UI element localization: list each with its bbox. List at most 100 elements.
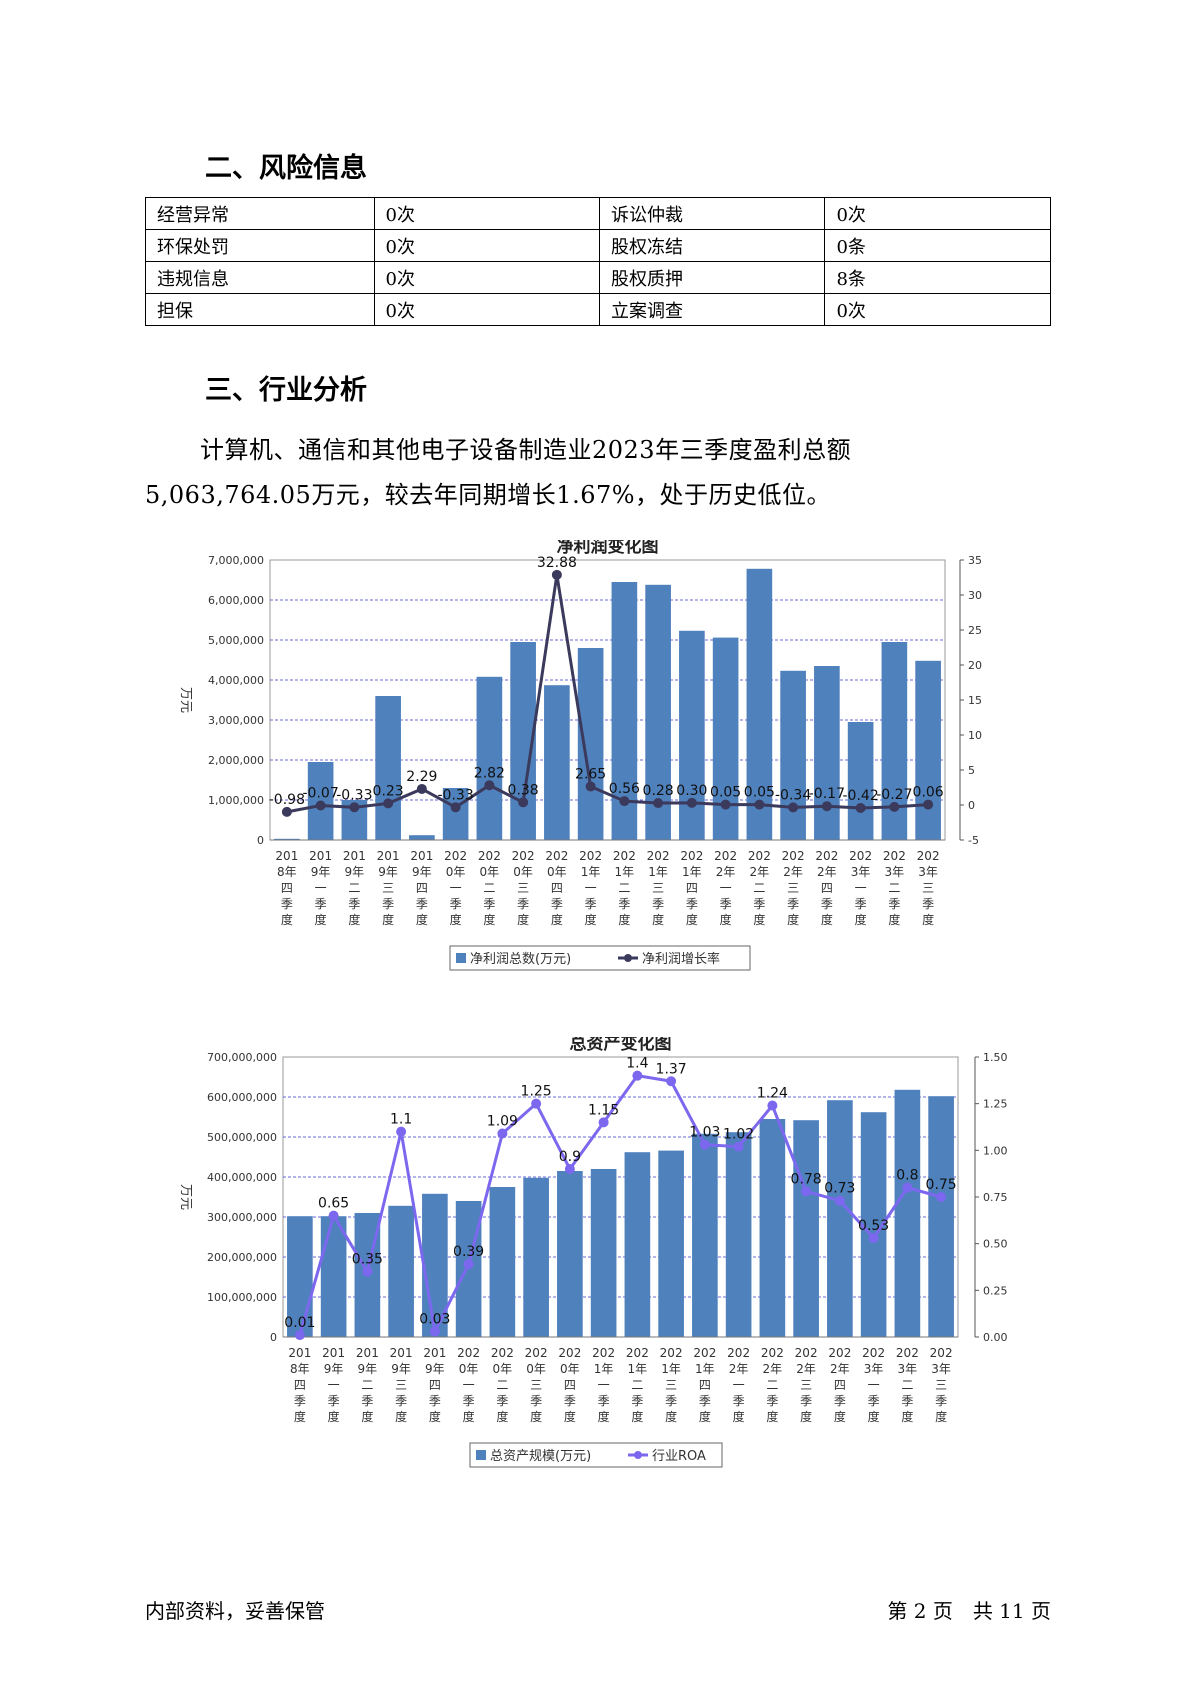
bar [759, 1119, 786, 1337]
x-tick-label: 202 0年三季度 [525, 1346, 548, 1424]
line-point [294, 1330, 305, 1341]
data-label: 1.4 [626, 1056, 648, 1072]
bar [375, 696, 401, 840]
x-tick-label: 202 1年四季度 [693, 1346, 716, 1424]
line-point [497, 1128, 508, 1139]
net-profit-chart: 净利润变化图 7,000,000 6,000,000 5,000,000 4,000,0… [170, 536, 1021, 984]
table-cell: 诉讼仲裁 [598, 197, 826, 230]
x-tick-label: 201 9年四季度 [423, 1346, 446, 1424]
y2-tick-label: 0.75 [983, 1191, 1008, 1204]
line-point [801, 1186, 812, 1197]
bar [814, 666, 840, 840]
line-point [396, 1126, 407, 1137]
legend-bar-swatch [456, 953, 466, 963]
data-label: 0.06 [913, 785, 944, 801]
data-label: 0.39 [453, 1244, 484, 1260]
x-tick-label: 202 1年三季度 [660, 1346, 683, 1424]
data-label: 1.25 [521, 1084, 552, 1100]
line-point [632, 1070, 643, 1081]
line-point [653, 798, 664, 809]
data-label: 2.29 [406, 769, 437, 785]
y-tick-label: 200,000,000 [207, 1251, 277, 1264]
table-cell: 立案调查 [598, 293, 826, 326]
y2-tick-label: 20 [968, 659, 982, 672]
bar [928, 1096, 954, 1337]
y-tick-label: 700,000,000 [207, 1051, 277, 1064]
data-label: 0.30 [676, 783, 707, 799]
x-tick-label: 201 8年四季度 [288, 1346, 311, 1424]
data-label: 0.23 [373, 783, 404, 799]
line-point [923, 799, 934, 810]
legend-bar-swatch [476, 1450, 486, 1460]
bar [590, 1169, 617, 1337]
y-tick-label: 100,000,000 [207, 1291, 277, 1304]
x-tick-label: 202 3年二季度 [883, 849, 906, 927]
line-point [598, 1117, 609, 1128]
data-label: 0.38 [508, 782, 539, 798]
line-point [834, 1195, 845, 1206]
bar [388, 1205, 414, 1337]
data-label: 0.35 [352, 1252, 383, 1268]
table-cell: 0次 [824, 197, 1051, 230]
x-tick-label: 202 3年二季度 [896, 1346, 919, 1424]
table-cell: 经营异常 [145, 197, 375, 230]
y-tick-label: 7,000,000 [208, 554, 264, 567]
bar [544, 685, 570, 840]
total-assets-chart: 总资产变化图 700,000,000 600,000,000 500,000,000 4… [170, 1033, 1036, 1481]
y-tick-label: 2,000,000 [208, 754, 264, 767]
paragraph-line-2: 5,063,764.05万元，较去年同期增长1.67%，处于历史低位。 [145, 481, 832, 509]
y-tick-label: 0 [257, 834, 264, 847]
bar [746, 568, 773, 840]
bar [287, 1216, 313, 1337]
x-tick-label: 202 0年四季度 [558, 1346, 581, 1424]
data-label: 0.65 [318, 1196, 349, 1212]
data-label: 0.03 [419, 1311, 450, 1327]
y2-tick-label: 0.00 [983, 1331, 1008, 1344]
line-point [902, 1182, 913, 1193]
bar [692, 1133, 718, 1337]
x-tick-label: 202 1年三季度 [647, 849, 670, 927]
bar [847, 722, 874, 840]
x-tick-label: 202 2年一季度 [727, 1346, 750, 1424]
line-point [889, 801, 900, 812]
line-point [463, 1259, 474, 1270]
y-tick-label: 600,000,000 [207, 1091, 277, 1104]
y-axis-title: 万元 [178, 1184, 193, 1210]
data-label: 1.37 [656, 1061, 687, 1077]
bar [489, 1187, 516, 1337]
legend-box [449, 945, 751, 971]
y2-tick-label: 5 [968, 764, 975, 777]
table-cell: 股权质押 [598, 261, 826, 294]
y-tick-label: 300,000,000 [207, 1211, 277, 1224]
x-tick-label: 202 0年三季度 [512, 849, 535, 927]
chart-title: 净利润变化图 [557, 540, 659, 557]
table-row: 环保处罚 0次 股权冻结 0条 [145, 229, 1051, 262]
bar [793, 1120, 819, 1337]
line-point [281, 806, 292, 817]
table-row: 经营异常 0次 诉讼仲裁 0次 [145, 197, 1051, 230]
legend-label-bar: 总资产规模(万元) [490, 1449, 591, 1464]
y2-tick-label: 1.00 [983, 1144, 1008, 1157]
bar [894, 1089, 921, 1337]
data-label: 0.01 [284, 1315, 315, 1331]
bar [658, 1150, 684, 1337]
x-tick-label: 202 2年三季度 [782, 849, 805, 927]
y2-tick-label: 35 [968, 554, 982, 567]
line-point [484, 780, 495, 791]
x-tick-label: 201 8年四季度 [275, 849, 298, 927]
paragraph-line-1: 计算机、通信和其他电子设备制造业2023年三季度盈利总额 [200, 436, 852, 464]
bar [274, 838, 300, 840]
x-tick-label: 202 2年二季度 [748, 849, 771, 927]
bar [577, 648, 604, 840]
y2-tick-label: 15 [968, 694, 982, 707]
line-point [315, 800, 326, 811]
x-tick-label: 202 0年四季度 [545, 849, 568, 927]
bar [915, 660, 941, 840]
data-label: 1.02 [723, 1127, 754, 1143]
data-label: 1.09 [487, 1114, 518, 1130]
bar [523, 1177, 549, 1337]
legend-label-line: 净利润增长率 [642, 951, 720, 967]
net-profit-chart-svg: 净利润变化图 7,000,000 6,000,000 5,000,000 4,000,0… [178, 536, 1021, 971]
data-label: -0.42 [843, 788, 879, 804]
x-tick-label: 202 0年二季度 [478, 849, 501, 927]
